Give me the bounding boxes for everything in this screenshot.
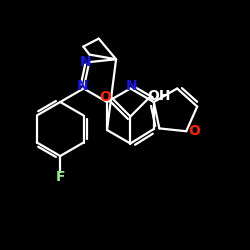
Text: N: N [80,55,91,69]
Text: O: O [99,90,111,104]
Text: N: N [126,80,137,94]
Text: N: N [77,80,88,94]
Text: F: F [56,170,65,184]
Text: OH: OH [148,90,171,104]
Text: O: O [188,124,200,138]
